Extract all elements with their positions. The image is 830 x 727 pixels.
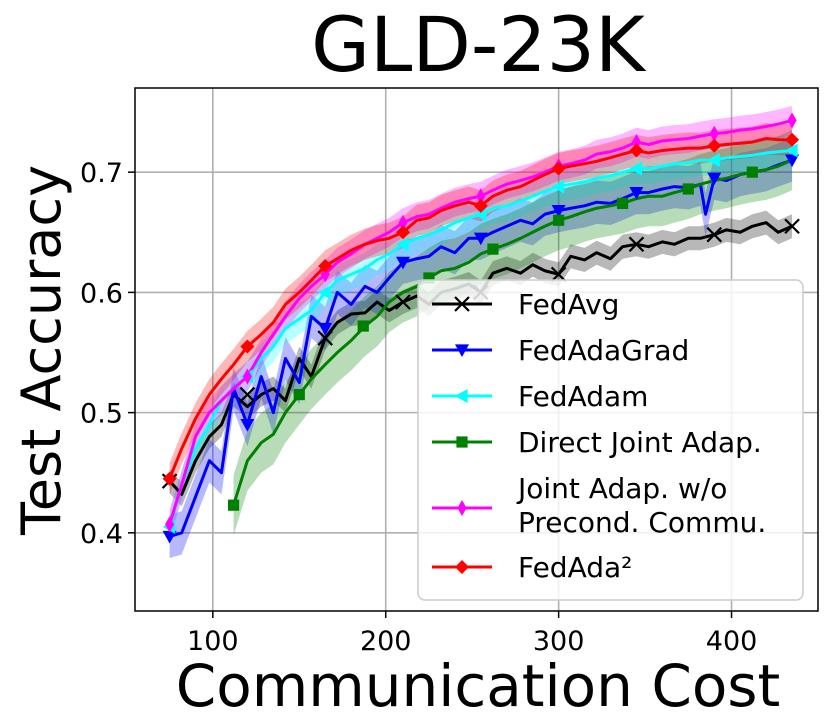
series-1-point — [707, 172, 722, 186]
series-0-band — [169, 210, 793, 507]
series-5-point — [707, 138, 722, 153]
legend: FedAvg FedAdaGrad FedAdam Direct Joint Adap… — [417, 279, 804, 601]
marker-stroke — [550, 266, 567, 283]
series-3-band — [233, 130, 793, 536]
series-3-point — [617, 197, 629, 210]
x-axis-label: Communication Cost — [176, 652, 781, 720]
series-5-point — [473, 198, 488, 213]
marker-stroke — [454, 296, 470, 312]
series-0-point — [550, 266, 567, 283]
y-tick-label: 0.7 — [80, 158, 123, 189]
series-3-point — [487, 243, 499, 255]
series-1-point — [318, 322, 333, 336]
series-5-point — [162, 471, 177, 486]
series-2-point — [785, 143, 798, 158]
y-tick-label: 0.6 — [80, 278, 123, 309]
legend-swatch-marker — [455, 389, 468, 403]
series-5-point — [785, 132, 800, 147]
series-1-point — [551, 205, 566, 218]
marker-stroke — [395, 294, 411, 310]
series-3-point — [423, 272, 435, 284]
plot-area-frame — [134, 87, 819, 612]
marker-stroke — [628, 236, 645, 253]
series-0-point — [317, 330, 333, 346]
axis-ticks: 100 200 300 400 0.4 0.5 0.6 0.7 — [80, 158, 757, 657]
marker-stroke — [239, 386, 256, 403]
series-1-point — [473, 232, 488, 246]
series-5-point — [629, 143, 644, 158]
x-tick-label: 100 — [187, 626, 239, 657]
series-3-line — [232, 158, 793, 506]
series-3-point — [357, 320, 369, 332]
series-2-point — [396, 237, 409, 252]
series-0-point — [784, 218, 800, 235]
series-4-point — [242, 368, 252, 385]
series-4-point — [476, 188, 486, 205]
series-3-point — [553, 214, 565, 226]
series-5-point — [551, 161, 566, 176]
chart-title: GLD-23K — [311, 0, 647, 89]
series-0-point — [628, 236, 645, 253]
series-2-point — [473, 207, 487, 222]
y-tick-label: 0.4 — [80, 519, 123, 550]
series-4-point — [398, 214, 408, 231]
marker-stroke — [706, 226, 723, 243]
legend-label: Direct Joint Adap. — [518, 426, 762, 459]
legend-label-line: Precond. Commu. — [518, 506, 766, 539]
legend-label: FedAvg — [518, 288, 619, 321]
series-4-point — [709, 125, 719, 142]
series-3-point — [227, 499, 240, 511]
legend-label: FedAdaGrad — [518, 334, 689, 367]
series-2-point — [551, 179, 565, 194]
series-1-point — [240, 419, 255, 432]
series-1-point — [629, 187, 644, 200]
legend-swatch-marker — [454, 296, 470, 312]
marker-stroke — [317, 330, 333, 346]
legend-label-line: Joint Adap. w/o — [516, 472, 727, 505]
legend-entry-0: FedAvg — [432, 288, 619, 321]
series-5-point — [318, 258, 333, 273]
x-tick-label: 200 — [360, 626, 412, 657]
series-2-point — [318, 285, 331, 300]
series-markers — [161, 112, 800, 544]
legend-swatch-marker — [457, 499, 467, 517]
y-axis-label: Test Accuracy — [10, 165, 73, 536]
legend-entry-5: FedAda² — [432, 551, 632, 584]
legend-entry-3: Direct Joint Adap. — [432, 426, 762, 459]
series-1-point — [396, 256, 411, 270]
series-0-point — [706, 226, 723, 243]
series-3-point — [682, 183, 694, 195]
x-tick-label: 400 — [706, 626, 758, 657]
legend-swatch-marker — [455, 560, 469, 574]
legend-box — [417, 279, 804, 601]
legend-label: FedAda² — [518, 551, 632, 584]
series-3-point — [746, 166, 758, 178]
x-tick-label: 300 — [533, 626, 585, 657]
series-4-point — [165, 516, 175, 533]
series-2-point — [707, 153, 720, 168]
legend-swatch-marker — [455, 344, 469, 357]
legend-label: FedAdam — [518, 380, 648, 413]
legend-entry-2: FedAdam — [432, 380, 648, 413]
series-0-point — [239, 386, 256, 403]
series-3-point — [293, 388, 305, 401]
series-1-point — [785, 154, 800, 168]
series-4-point — [787, 112, 797, 129]
legend-swatch-marker — [456, 436, 468, 448]
series-2-point — [629, 161, 643, 176]
series-5-point — [240, 339, 255, 354]
series-0-point — [395, 294, 411, 310]
series-1-point — [162, 530, 177, 544]
legend-entry-1: FedAdaGrad — [432, 334, 689, 367]
y-tick-label: 0.5 — [80, 399, 123, 430]
series-5-point — [396, 225, 411, 240]
marker-stroke — [784, 218, 800, 235]
